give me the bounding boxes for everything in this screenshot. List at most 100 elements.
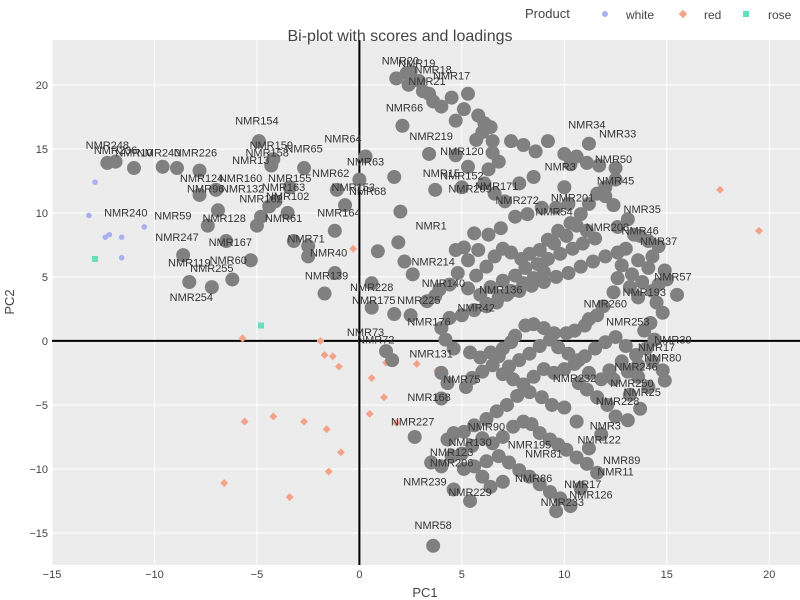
white-point[interactable] xyxy=(102,234,109,240)
red-point[interactable] xyxy=(349,244,358,253)
loading-point[interactable] xyxy=(645,283,660,298)
legend-item-white[interactable]: white xyxy=(602,8,654,22)
loading-point[interactable] xyxy=(297,161,312,176)
loading-point[interactable] xyxy=(631,253,646,268)
loading-point[interactable] xyxy=(481,162,496,177)
loading-point[interactable] xyxy=(454,180,469,195)
loading-point[interactable] xyxy=(569,414,584,429)
loading-point[interactable] xyxy=(598,335,613,350)
loading-point[interactable] xyxy=(581,196,596,211)
loading-point[interactable] xyxy=(243,253,258,268)
loading-point[interactable] xyxy=(600,397,615,412)
loading-point[interactable] xyxy=(631,358,646,373)
loading-point[interactable] xyxy=(522,469,537,484)
red-point[interactable] xyxy=(324,467,333,476)
red-point[interactable] xyxy=(322,425,331,434)
loading-point[interactable] xyxy=(485,134,500,149)
loading-point[interactable] xyxy=(434,365,449,380)
loading-point[interactable] xyxy=(487,249,502,264)
loading-point[interactable] xyxy=(434,321,449,336)
loading-point[interactable] xyxy=(657,373,672,388)
loading-point[interactable] xyxy=(444,90,459,105)
loading-point[interactable] xyxy=(512,353,527,368)
loading-point[interactable] xyxy=(624,267,639,282)
loading-point[interactable] xyxy=(108,154,123,169)
loading-point[interactable] xyxy=(542,332,557,347)
loading-point[interactable] xyxy=(210,203,225,218)
loading-point[interactable] xyxy=(534,390,549,405)
loading-point[interactable] xyxy=(620,212,635,227)
loading-point[interactable] xyxy=(483,479,498,494)
loading-point[interactable] xyxy=(327,266,342,281)
legend-item-red[interactable]: red xyxy=(678,8,722,22)
loading-point[interactable] xyxy=(170,161,185,176)
loading-point[interactable] xyxy=(588,341,603,356)
loading-point[interactable] xyxy=(387,307,402,322)
red-point[interactable] xyxy=(365,409,374,418)
loading-point[interactable] xyxy=(479,296,494,311)
legend[interactable]: Product white red rose xyxy=(525,6,792,22)
loading-point[interactable] xyxy=(126,161,141,176)
loading-point[interactable] xyxy=(561,196,576,211)
loading-point[interactable] xyxy=(581,441,596,456)
loading-point[interactable] xyxy=(471,243,486,257)
loading-point[interactable] xyxy=(635,275,650,290)
loading-point[interactable] xyxy=(620,413,635,428)
loading-point[interactable] xyxy=(467,226,482,241)
loading-point[interactable] xyxy=(317,286,332,301)
red-point[interactable] xyxy=(240,417,249,426)
loading-point[interactable] xyxy=(385,353,400,368)
loading-point[interactable] xyxy=(387,170,402,185)
loading-point[interactable] xyxy=(649,295,664,310)
loading-point[interactable] xyxy=(655,305,670,320)
loading-point[interactable] xyxy=(571,376,586,391)
loading-point[interactable] xyxy=(549,504,564,519)
loading-point[interactable] xyxy=(512,176,527,191)
loading-point[interactable] xyxy=(526,369,541,384)
loading-point[interactable] xyxy=(501,455,516,470)
loading-point[interactable] xyxy=(639,341,654,356)
loading-point[interactable] xyxy=(254,209,269,224)
loading-point[interactable] xyxy=(610,219,625,234)
loading-point[interactable] xyxy=(467,418,482,433)
loading-point[interactable] xyxy=(364,276,379,291)
loading-point[interactable] xyxy=(633,401,648,416)
red-point[interactable] xyxy=(392,418,401,427)
loading-point[interactable] xyxy=(610,271,625,286)
loading-point[interactable] xyxy=(542,485,557,500)
loading-point[interactable] xyxy=(467,459,482,474)
loading-point[interactable] xyxy=(495,474,510,489)
white-point[interactable] xyxy=(118,234,125,240)
loading-point[interactable] xyxy=(225,272,240,287)
loading-point[interactable] xyxy=(559,228,574,243)
loading-point[interactable] xyxy=(192,187,207,202)
loading-point[interactable] xyxy=(405,267,420,282)
loading-point[interactable] xyxy=(518,260,533,275)
loading-point[interactable] xyxy=(461,281,476,296)
loading-point[interactable] xyxy=(557,180,572,195)
white-point[interactable] xyxy=(92,179,98,185)
loading-point[interactable] xyxy=(579,155,594,170)
loading-point[interactable] xyxy=(475,364,490,379)
loading-point[interactable] xyxy=(192,163,207,178)
red-point[interactable] xyxy=(412,360,421,368)
loading-point[interactable] xyxy=(446,426,461,441)
loading-point[interactable] xyxy=(647,332,662,347)
loading-point[interactable] xyxy=(598,249,613,264)
loading-point[interactable] xyxy=(448,148,463,163)
loading-point[interactable] xyxy=(327,223,342,238)
loading-point[interactable] xyxy=(614,258,629,273)
loading-point[interactable] xyxy=(526,170,541,185)
loading-point[interactable] xyxy=(495,273,510,288)
red-point[interactable] xyxy=(269,412,278,421)
loading-point[interactable] xyxy=(608,172,623,187)
loading-point[interactable] xyxy=(370,244,385,259)
loading-point[interactable] xyxy=(569,218,584,233)
loading-point[interactable] xyxy=(485,436,500,451)
loading-point[interactable] xyxy=(594,427,609,442)
loading-point[interactable] xyxy=(454,446,469,461)
loading-point[interactable] xyxy=(549,269,564,284)
red-point[interactable] xyxy=(334,362,343,371)
loading-point[interactable] xyxy=(454,308,469,323)
loading-point[interactable] xyxy=(553,246,568,261)
